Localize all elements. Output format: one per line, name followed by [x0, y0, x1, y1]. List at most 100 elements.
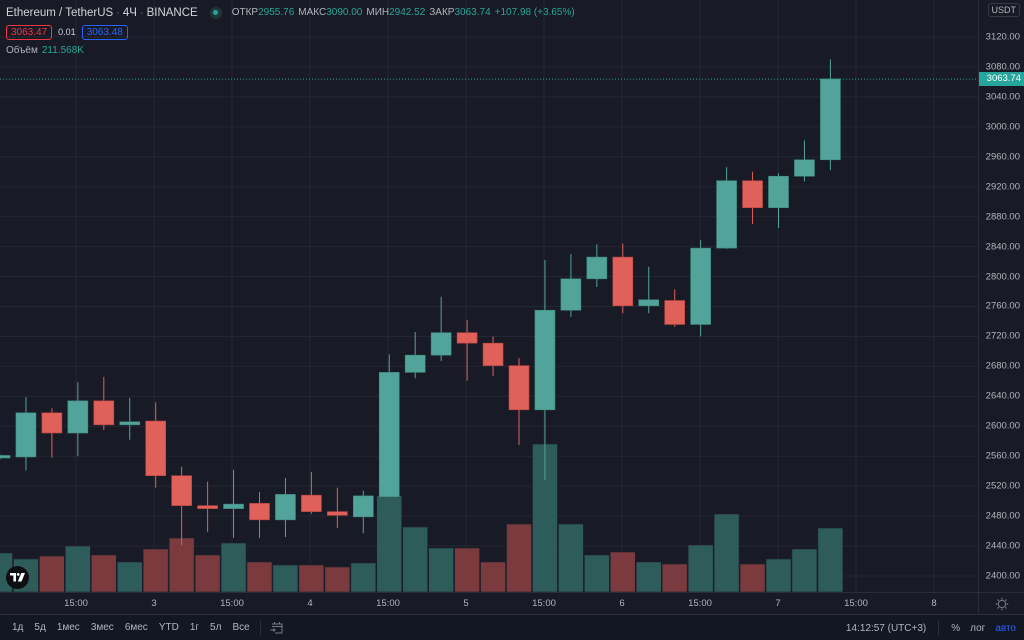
price-axis-label: 2760.00: [985, 300, 1020, 312]
price-axis[interactable]: 3120.00 3080.00 3040.00 3000.00 2960.00 2920.…: [978, 0, 1024, 592]
grid-lines: [0, 0, 978, 592]
range-button-5д[interactable]: 5д: [34, 622, 46, 633]
candle-up[interactable]: [820, 78, 841, 161]
range-button-3мес[interactable]: 3мес: [90, 622, 114, 633]
candlestick-chart[interactable]: [0, 0, 978, 592]
volume-bar: [428, 547, 454, 592]
candle-up[interactable]: [690, 247, 711, 325]
symbol-name[interactable]: Ethereum / TetherUS: [6, 6, 114, 19]
volume-bar: [610, 551, 636, 592]
volume-bar: [635, 561, 662, 592]
candle-up[interactable]: [15, 412, 37, 458]
volume-value: 211.568K: [41, 45, 84, 56]
chart-legend: Ethereum / TetherUS · 4Ч · BINANCE ОТКР …: [6, 5, 579, 56]
price-axis-label: 2560.00: [985, 450, 1020, 462]
range-button-1д[interactable]: 1д: [12, 622, 24, 633]
candle-down[interactable]: [327, 511, 348, 516]
price-axis-label: 2840.00: [985, 241, 1020, 253]
candle-up[interactable]: [794, 159, 815, 177]
candles: [0, 59, 841, 546]
volume-bar: [91, 554, 117, 592]
range-button-1г[interactable]: 1г: [189, 622, 200, 633]
candle-down[interactable]: [742, 180, 763, 208]
candle-up[interactable]: [768, 175, 789, 208]
candle-up[interactable]: [404, 354, 426, 373]
candle-down[interactable]: [93, 400, 115, 426]
range-button-YTD[interactable]: YTD: [158, 622, 179, 633]
candle-up[interactable]: [0, 455, 11, 459]
bid-ask-row: 3063.47 0.01 3063.48: [6, 24, 579, 40]
volume-legend[interactable]: Объём 211.568K: [6, 45, 579, 56]
candle-up[interactable]: [67, 400, 89, 434]
candle-down[interactable]: [41, 412, 63, 434]
open-label: ОТКР: [231, 7, 259, 18]
divider: [938, 620, 940, 636]
market-open-status-icon: [209, 6, 222, 19]
candle-up[interactable]: [430, 332, 452, 356]
separator: ·: [116, 6, 120, 19]
price-axis-label: 3040.00: [985, 91, 1020, 103]
candle-down[interactable]: [301, 494, 322, 512]
volume-bar: [791, 548, 818, 592]
volume-bar: [558, 523, 584, 592]
candle-up[interactable]: [638, 299, 660, 307]
candle-up[interactable]: [119, 421, 141, 426]
separator: ·: [139, 6, 144, 19]
log-scale-toggle[interactable]: лог: [970, 622, 986, 634]
date-range-buttons: 1д 5д 1мес 3мес 6мес YTD 1г 5л Все: [0, 622, 250, 633]
volume-bar: [376, 495, 403, 592]
price-axis-label: 2920.00: [985, 181, 1020, 193]
tradingview-logo[interactable]: [6, 566, 29, 589]
volume-bar: [272, 564, 299, 592]
volume-bar: [584, 554, 610, 592]
volume-bar: [142, 548, 169, 592]
chart-pane[interactable]: Ethereum / TetherUS · 4Ч · BINANCE ОТКР …: [0, 0, 978, 592]
candle-down[interactable]: [508, 365, 530, 411]
clock-timezone-button[interactable]: 14:12:57 (UTC+3): [845, 622, 927, 634]
volume-bar: [194, 554, 221, 592]
go-to-date-button[interactable]: [270, 621, 284, 634]
candle-up[interactable]: [275, 494, 296, 521]
time-axis[interactable]: 15:00 3 15:00 4 15:00 5 15:00 6 15:00 7 15:00 8: [0, 592, 978, 614]
candle-down[interactable]: [664, 300, 686, 325]
price-axis-label: 2600.00: [985, 420, 1020, 432]
range-button-1мес[interactable]: 1мес: [56, 622, 80, 633]
currency-unit-button[interactable]: USDT: [987, 3, 1020, 17]
candle-up[interactable]: [534, 309, 556, 411]
candle-down[interactable]: [249, 503, 270, 521]
price-axis-label: 2440.00: [985, 540, 1020, 552]
time-axis-label: 5: [463, 598, 469, 609]
candle-up[interactable]: [586, 256, 608, 280]
chart-settings-button[interactable]: [978, 592, 1024, 614]
candle-down[interactable]: [482, 342, 504, 366]
candle-down[interactable]: [197, 505, 218, 509]
volume-bars: [0, 443, 844, 592]
range-button-5л[interactable]: 5л: [210, 622, 222, 633]
time-axis-label: 6: [619, 598, 625, 609]
range-button-6мес[interactable]: 6мес: [124, 622, 148, 633]
last-price-tag: 3063.74: [979, 72, 1024, 87]
range-button-Все[interactable]: Все: [232, 622, 250, 633]
candle-up[interactable]: [560, 278, 582, 311]
gear-icon: [995, 597, 1008, 610]
symbol-row: Ethereum / TetherUS · 4Ч · BINANCE ОТКР …: [6, 5, 579, 20]
buy-price-button[interactable]: 3063.48: [81, 24, 128, 40]
auto-scale-toggle[interactable]: авто: [995, 622, 1016, 634]
candle-down[interactable]: [171, 475, 192, 506]
volume-bar: [324, 566, 351, 592]
candle-up[interactable]: [716, 180, 737, 249]
time-axis-label: 15:00: [688, 598, 712, 609]
percent-scale-toggle[interactable]: %: [951, 622, 961, 634]
time-axis-label: 7: [775, 598, 781, 609]
candle-down[interactable]: [612, 256, 634, 307]
candle-down[interactable]: [456, 332, 478, 344]
candle-down[interactable]: [145, 420, 166, 476]
sell-price-button[interactable]: 3063.47: [6, 24, 53, 40]
interval[interactable]: 4Ч: [122, 6, 137, 19]
close-label: ЗАКР: [429, 7, 455, 18]
price-axis-label: 3120.00: [985, 31, 1020, 43]
candle-up[interactable]: [378, 372, 400, 497]
candle-up[interactable]: [223, 503, 244, 509]
candle-up[interactable]: [352, 495, 374, 518]
calendar-goto-icon: [270, 622, 283, 634]
